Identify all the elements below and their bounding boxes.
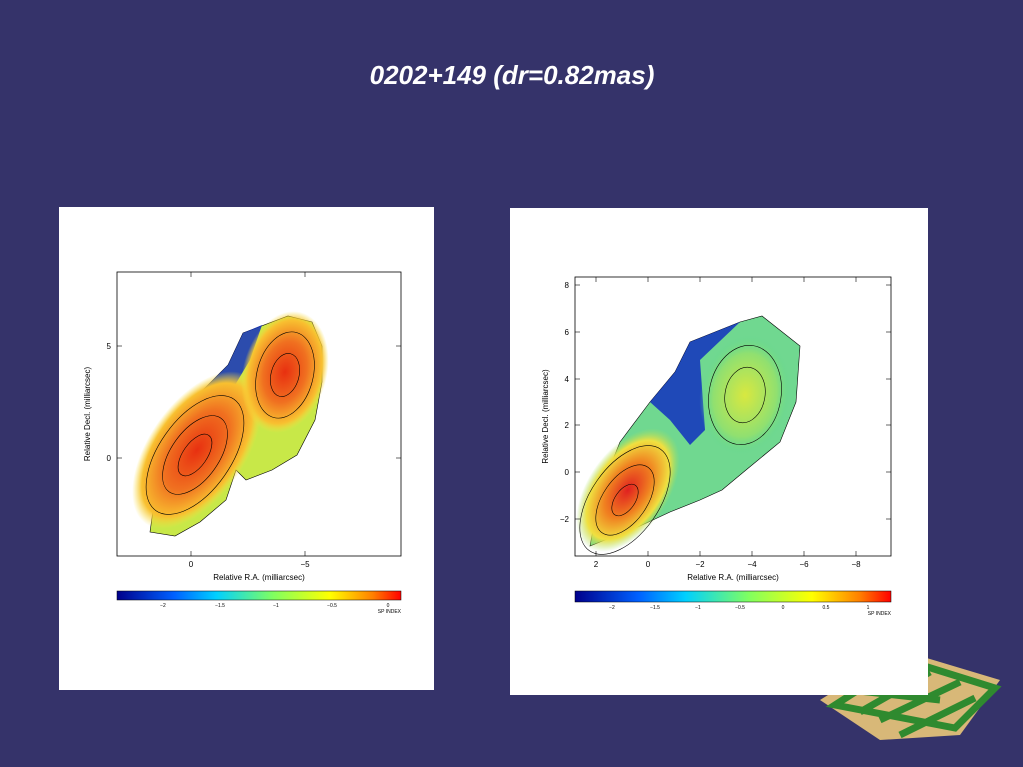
colorbar-tick-label: 1 [867,605,870,611]
x-axis-label: Relative R.A. (milliarcsec) [687,573,779,582]
contour [255,331,315,419]
contour [579,445,671,555]
colorbar-tick-label: 0 [782,605,785,611]
contour [595,464,655,536]
y-tick-label: 2 [565,421,570,430]
colorbar-tick-label: −2 [609,605,615,611]
colorbar-tick-label: −0.5 [327,603,337,609]
panel: 2 0 −2 −4 −6 −8 8 6 4 2 0 −2 Relative R.A. (milliarc… [510,208,928,695]
contour [611,483,639,517]
colorbar-tick-label: −1 [273,603,279,609]
contour [177,433,213,477]
y-tick-label: 8 [565,281,570,290]
x-tick-label: −5 [300,560,310,569]
map-hot-region [576,428,680,552]
map-hot-region [132,371,262,529]
x-tick-label: 2 [594,560,599,569]
y-axis-label: Relative Decl. (milliarcsec) [83,367,92,462]
contour [162,415,228,495]
contour [270,353,300,397]
slide-title: 0202+149 (dr=0.82mas) [370,60,655,90]
map-blue-edge [650,322,740,445]
x-tick-label: −2 [695,560,705,569]
contour [724,366,766,424]
y-axis-label: Relative Decl. (milliarcsec) [541,369,550,464]
colorbar [574,590,892,603]
colorbar-tick-label: 0.5 [823,605,830,611]
map-hot-region [699,335,791,455]
y-tick-label: 4 [565,375,570,384]
colorbar-label: SP INDEX [868,611,892,617]
y-tick-label: 0 [107,454,112,463]
x-tick-label: −6 [799,560,809,569]
colorbar-tick-label: −1 [695,605,701,611]
plot-frame [116,271,402,557]
x-tick-label: 0 [646,560,651,569]
colorbar-tick-label: 0 [387,603,390,609]
contour [708,345,782,445]
y-tick-label: 6 [565,328,570,337]
colorbar-tick-label: −1.5 [215,603,225,609]
x-axis-label: Relative R.A. (milliarcsec) [213,573,305,582]
plot-frame [574,276,892,557]
contour [145,395,245,515]
y-tick-label: −2 [560,515,570,524]
panel: 0 −5 5 0 Relative R.A. (milliarcsec) Relative… [59,207,434,690]
colorbar [116,590,402,601]
x-tick-label: −8 [851,560,861,569]
y-tick-label: 0 [565,468,570,477]
colorbar-tick-label: −2 [160,603,166,609]
colorbar-label: SP INDEX [378,609,402,615]
x-tick-label: −4 [747,560,757,569]
map-hot-region [241,311,329,433]
x-tick-label: 0 [189,560,194,569]
colorbar-tick-label: −1.5 [650,605,660,611]
colorbar-tick-label: −0.5 [735,605,745,611]
y-tick-label: 5 [107,342,112,351]
